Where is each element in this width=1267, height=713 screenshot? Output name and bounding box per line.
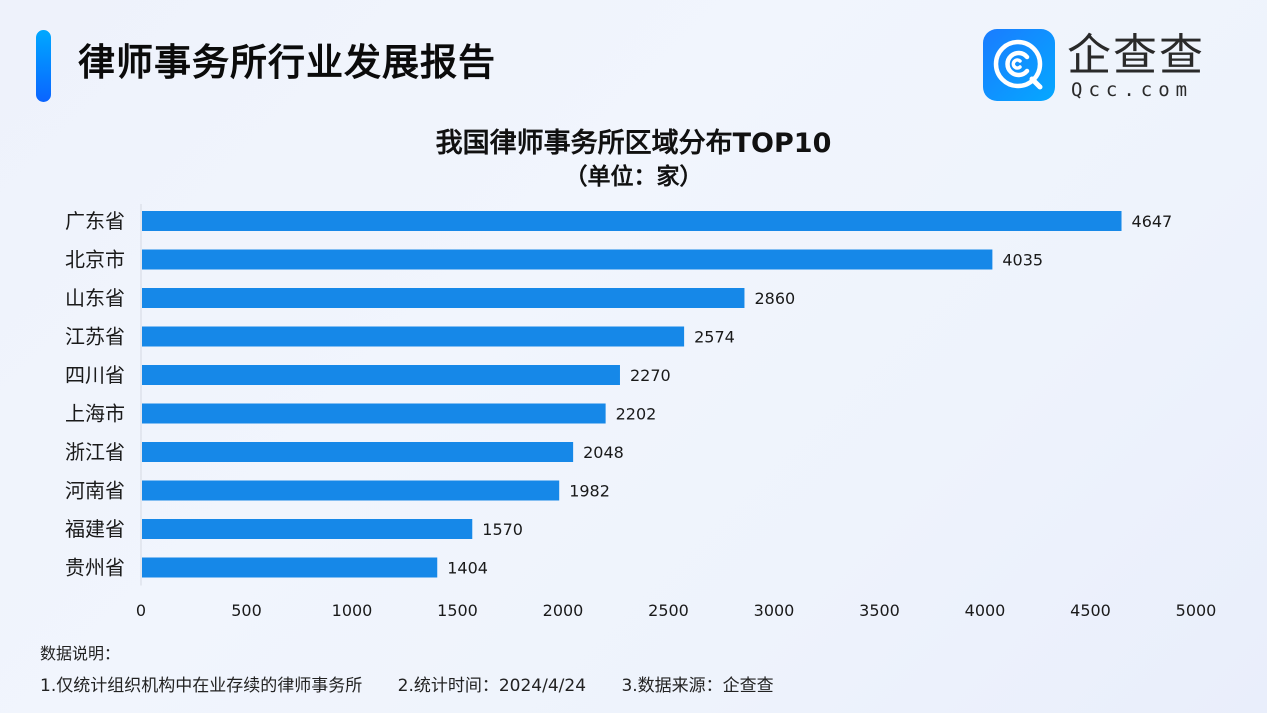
bar	[142, 211, 1122, 231]
category-label: 上海市	[65, 402, 125, 426]
notes-line: 1.仅统计组织机构中在业存续的律师事务所 2.统计时间：2024/4/24 3.…	[40, 675, 804, 697]
qcc-logo: 企查查 Qcc.com	[983, 29, 1223, 103]
x-tick-label: 500	[231, 601, 262, 620]
logo-text-en: Qcc.com	[1071, 79, 1194, 101]
data-label: 4647	[1132, 212, 1173, 231]
data-label: 1570	[482, 520, 523, 539]
logo-text-cn: 企查查	[1067, 30, 1205, 81]
category-label: 江苏省	[65, 325, 125, 349]
bar	[142, 365, 620, 385]
qcc-logo-icon	[983, 29, 1055, 101]
data-label: 2270	[630, 366, 671, 385]
note-item: 3.数据来源：企查查	[621, 676, 774, 696]
chart-title: 我国律师事务所区域分布TOP10	[435, 128, 832, 159]
x-tick-label: 1000	[332, 601, 373, 620]
x-tick-label: 2000	[543, 601, 584, 620]
data-label: 2048	[583, 443, 624, 462]
x-tick-label: 0	[136, 601, 146, 620]
data-label: 1404	[447, 559, 488, 578]
x-tick-label: 3500	[859, 601, 900, 620]
chart-subtitle: （单位：家）	[564, 164, 703, 190]
note-item: 1.仅统计组织机构中在业存续的律师事务所	[40, 676, 363, 696]
x-tick-label: 4000	[965, 601, 1006, 620]
title-accent-bar	[36, 30, 51, 102]
report-title: 律师事务所行业发展报告	[78, 41, 496, 84]
bar	[142, 403, 606, 424]
bar	[142, 519, 473, 539]
x-tick-label: 3000	[754, 601, 795, 620]
data-label: 1982	[569, 482, 610, 501]
bar	[142, 480, 560, 501]
data-label: 4035	[1002, 251, 1043, 270]
x-tick-label: 2500	[648, 601, 689, 620]
bar	[142, 249, 993, 270]
bar	[142, 288, 745, 308]
category-label: 河南省	[65, 479, 125, 503]
category-label: 广东省	[65, 209, 125, 233]
category-label: 福建省	[65, 517, 125, 541]
x-tick-label: 1500	[437, 601, 478, 620]
category-label: 山东省	[65, 286, 125, 310]
bar	[142, 442, 574, 462]
category-label: 贵州省	[65, 556, 125, 580]
category-label: 浙江省	[65, 440, 125, 464]
note-item: 2.统计时间：2024/4/24	[397, 676, 587, 696]
category-label: 四川省	[65, 363, 125, 387]
data-label: 2574	[694, 328, 735, 347]
data-label: 2860	[754, 289, 795, 308]
bar	[142, 557, 438, 578]
bar	[142, 326, 685, 347]
notes-title: 数据说明：	[40, 644, 121, 663]
x-tick-label: 5000	[1176, 601, 1217, 620]
data-label: 2202	[616, 405, 657, 424]
x-tick-label: 4500	[1070, 601, 1111, 620]
category-label: 北京市	[65, 248, 125, 272]
